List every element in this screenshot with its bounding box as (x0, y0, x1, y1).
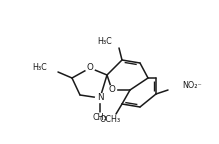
Circle shape (95, 93, 104, 103)
Circle shape (108, 86, 117, 94)
Text: N: N (97, 93, 103, 103)
Text: H₃C: H₃C (97, 37, 112, 47)
Text: NO₂⁻: NO₂⁻ (182, 82, 202, 90)
Circle shape (85, 64, 95, 72)
Text: O: O (87, 64, 94, 72)
Text: O: O (109, 86, 115, 94)
Text: CH₃: CH₃ (93, 113, 107, 123)
Text: H₃C: H₃C (32, 64, 47, 72)
Text: OCH₃: OCH₃ (99, 115, 121, 125)
